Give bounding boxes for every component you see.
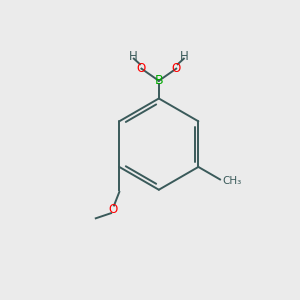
Text: O: O	[172, 62, 181, 75]
Text: B: B	[154, 74, 163, 87]
Text: O: O	[137, 62, 146, 75]
Text: CH₃: CH₃	[222, 176, 242, 186]
Text: O: O	[109, 203, 118, 216]
Text: H: H	[180, 50, 189, 63]
Text: H: H	[129, 50, 138, 63]
